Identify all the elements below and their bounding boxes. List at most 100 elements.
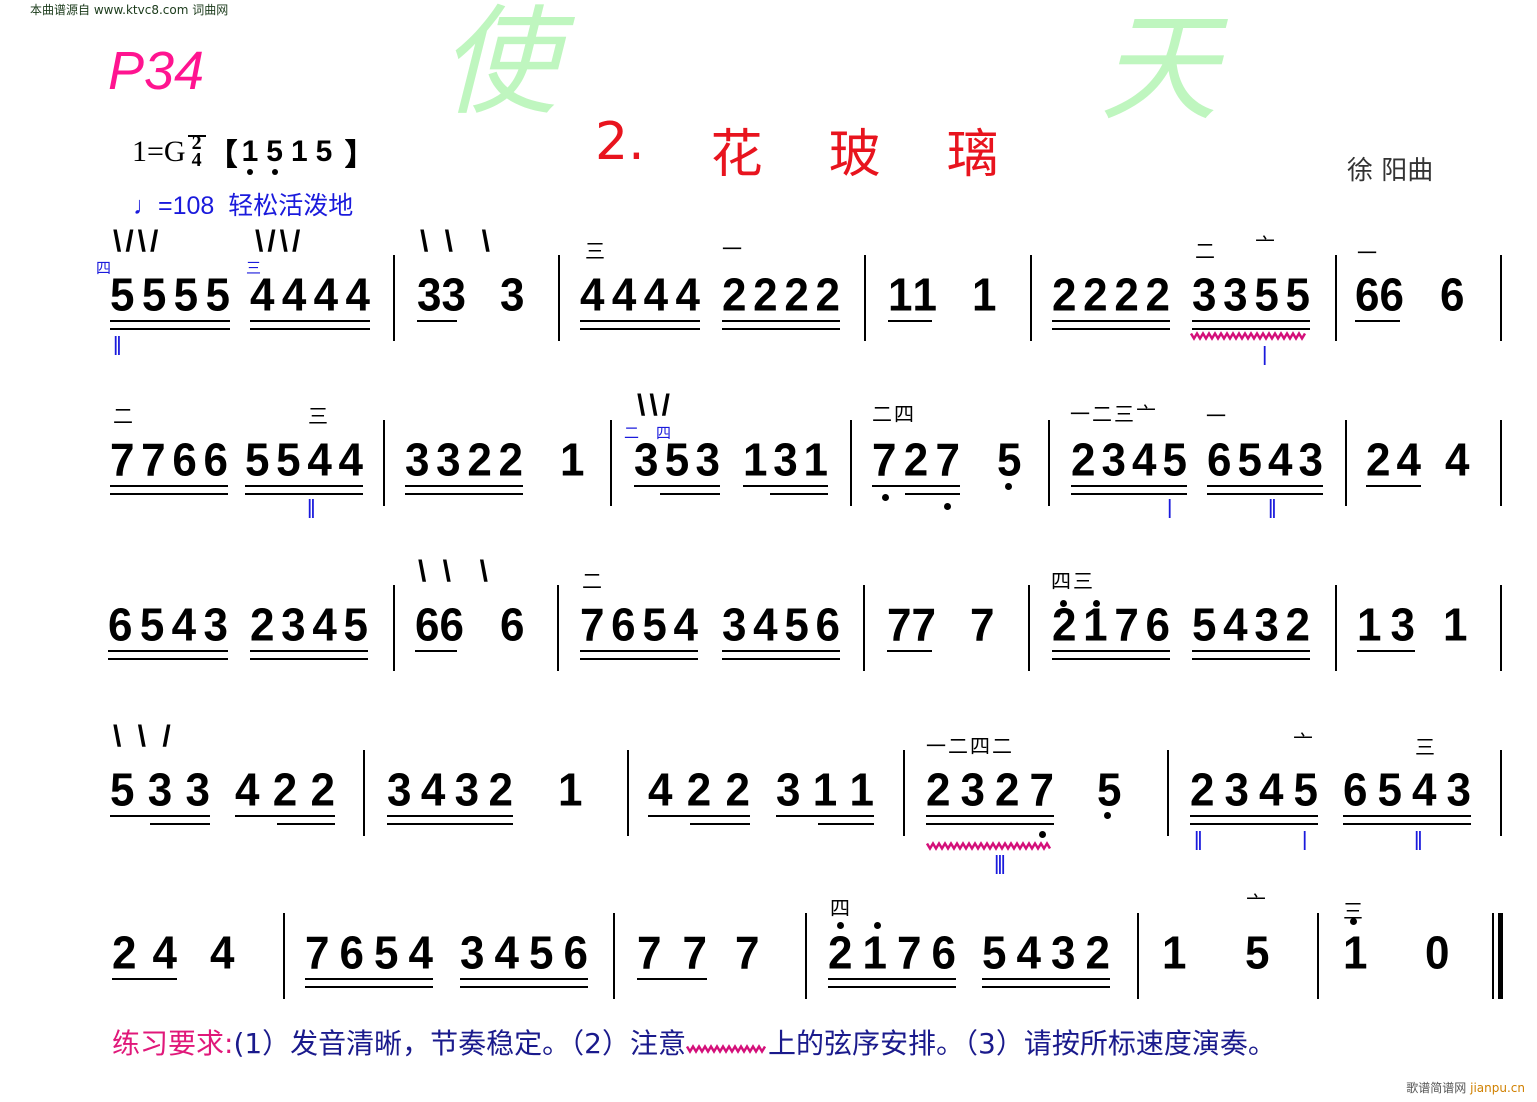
beam-line	[1071, 485, 1187, 487]
note: 3	[773, 434, 798, 487]
note: 1	[912, 269, 937, 322]
note: 1	[1083, 599, 1108, 652]
fingering-mark: 一二三亠	[1070, 402, 1158, 426]
string-mark: I	[1167, 495, 1172, 525]
note: 5	[205, 269, 230, 322]
note: 6	[500, 599, 525, 652]
key-signature: 1=G 2 4 【 1 5 1 5 】	[132, 130, 375, 175]
beam-line	[722, 328, 840, 330]
note: 5	[110, 764, 135, 817]
note-group: 1	[1343, 930, 1367, 976]
note: 3	[776, 764, 801, 817]
note: 1	[743, 434, 768, 487]
beam-line	[235, 815, 335, 817]
fingering-mark: 三	[585, 239, 607, 263]
beam-line	[460, 978, 588, 980]
octave-dot	[1093, 600, 1100, 607]
beam-line	[1190, 815, 1318, 817]
barline	[805, 913, 807, 999]
note: 4	[611, 269, 637, 322]
note: 4	[1223, 599, 1248, 652]
beam-line	[417, 320, 457, 322]
composer: 徐 阳曲	[1347, 156, 1434, 186]
note: 5	[343, 599, 368, 652]
note: 7	[935, 434, 960, 487]
note-group: 6	[500, 599, 525, 652]
string-mark: II	[113, 332, 122, 362]
note: 6	[611, 599, 636, 652]
note: 4	[210, 927, 235, 980]
note: 2	[1052, 599, 1077, 652]
note: 3	[1051, 927, 1076, 980]
note: 4	[345, 269, 370, 322]
note: 2	[250, 599, 275, 652]
bowing-mark: \/\/	[113, 225, 163, 258]
string-mark: I	[1302, 827, 1307, 857]
note: 5	[374, 927, 399, 980]
note: 5	[1237, 434, 1262, 487]
note: 2	[722, 269, 747, 322]
beam-line	[580, 320, 700, 322]
note: 4	[753, 599, 778, 652]
beam-line	[905, 493, 960, 495]
beam-line	[1052, 320, 1170, 322]
note: 3	[722, 599, 747, 652]
barline	[1317, 913, 1319, 999]
note: 3	[387, 764, 412, 817]
time-bottom: 4	[191, 149, 202, 171]
note: 6	[1343, 764, 1368, 817]
note: 1	[888, 269, 913, 322]
note: 0	[1425, 927, 1450, 980]
note: 1	[812, 764, 838, 817]
note: 4	[1412, 764, 1437, 817]
note-group: 5	[1097, 767, 1121, 813]
barline	[1345, 420, 1347, 506]
barline	[1500, 750, 1502, 836]
note: 5	[1254, 269, 1279, 322]
barline	[283, 913, 285, 999]
note-group: 1	[972, 272, 996, 318]
note: 4	[1259, 764, 1284, 817]
note: 4	[1445, 434, 1470, 487]
barline	[558, 255, 560, 341]
site-mark: 歌谱简谱网 jianpu.cn	[1406, 1081, 1525, 1095]
instructions-label: 练习要求:	[112, 1027, 234, 1060]
note: 7	[970, 599, 995, 652]
fingering-mark: 一二四二	[926, 734, 1014, 758]
beam-line	[110, 328, 230, 330]
note: 3	[634, 434, 659, 487]
instructions-part2: 上的弦序安排。（3）请按所标速度演奏。	[768, 1027, 1276, 1060]
note: 3	[417, 269, 442, 322]
note: 1	[558, 764, 583, 817]
note: 3	[1192, 269, 1217, 322]
barline	[850, 420, 852, 506]
note: 7	[897, 927, 922, 980]
final-barline	[1498, 913, 1503, 999]
note: 2	[828, 927, 853, 980]
note: 3	[1224, 764, 1249, 817]
octave-dot	[882, 494, 889, 501]
note: 3	[441, 269, 466, 322]
note: 3	[1298, 434, 1323, 487]
note: 5	[1377, 764, 1402, 817]
note: 2	[467, 434, 492, 487]
string-mark: I	[1262, 342, 1267, 372]
note: 4	[312, 599, 337, 652]
beam-line	[250, 320, 370, 322]
note: 5	[1293, 764, 1318, 817]
note: 2	[1366, 434, 1391, 487]
beam-line	[1192, 658, 1310, 660]
note: 6	[815, 599, 840, 652]
note: 2	[1071, 434, 1096, 487]
